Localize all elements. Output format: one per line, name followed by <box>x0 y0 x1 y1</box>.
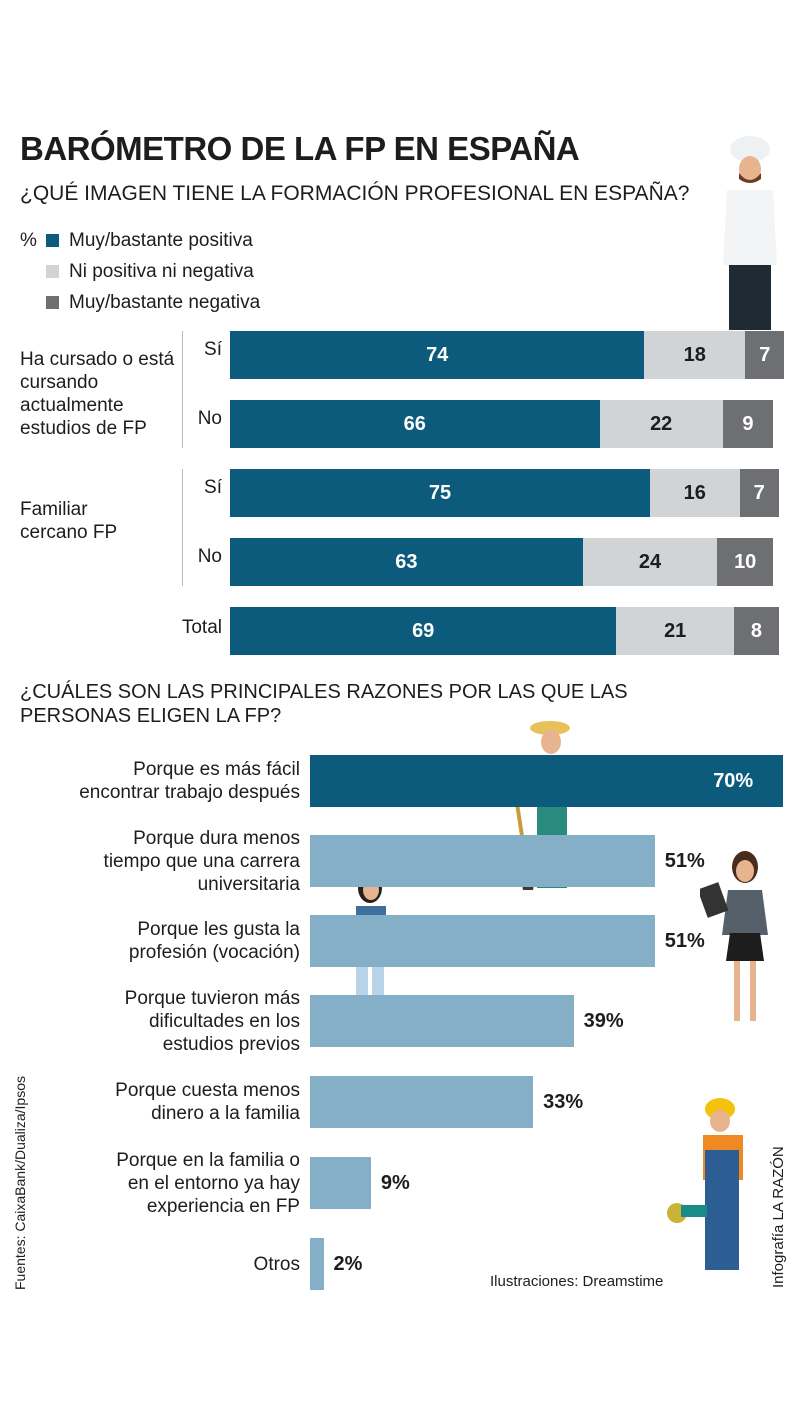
legend-swatch <box>46 265 59 279</box>
legend-swatch <box>46 234 59 248</box>
chart1-title: ¿QUÉ IMAGEN TIENE LA FORMACIÓN PROFESION… <box>20 182 690 205</box>
row-label: Sí <box>204 339 222 360</box>
category-label: Otros <box>253 1253 300 1275</box>
sources-credit: Fuentes: CaixaBank/Dualiza/Ipsos <box>12 1076 28 1290</box>
bar-segment: 18 <box>644 331 746 379</box>
worker-illustration <box>667 1098 743 1270</box>
bar-segment: 24 <box>582 538 718 586</box>
category-label: Porque cuesta menos dinero a la familia <box>115 1080 300 1124</box>
illustrations-credit: Ilustraciones: Dreamstime <box>490 1273 664 1290</box>
group-divider <box>182 469 183 586</box>
value-label: 9% <box>380 1172 410 1194</box>
group-divider <box>182 331 183 448</box>
chef-illustration <box>723 136 777 330</box>
bar-segment: 7 <box>739 469 779 517</box>
legend-item-positive: Muy/bastante positiva <box>46 230 253 252</box>
student-illustration <box>356 873 386 1046</box>
legend-swatch <box>46 296 59 310</box>
value-label: 70% <box>713 770 754 792</box>
bar <box>310 915 655 967</box>
value-label: 2% <box>333 1253 363 1275</box>
value-label: 33% <box>543 1091 584 1113</box>
bar-segment: 66 <box>230 400 600 448</box>
bar-segment: 21 <box>616 607 734 655</box>
value-label: 39% <box>583 1010 624 1032</box>
legend-label: Muy/bastante negativa <box>69 292 261 313</box>
businesswoman-illustration <box>700 851 768 1021</box>
bar <box>310 755 784 807</box>
bar-segment: 75 <box>230 469 650 517</box>
value-label: 51% <box>664 850 705 872</box>
bar-segment: 8 <box>734 607 779 655</box>
bar-segment: 74 <box>230 331 645 379</box>
unit-label: % <box>20 230 37 251</box>
value-label: 51% <box>664 930 705 952</box>
bar <box>310 995 574 1047</box>
category-label: Porque es más fácil encontrar trabajo des… <box>79 759 300 803</box>
legend-label: Muy/bastante positiva <box>69 230 253 251</box>
category-label: Porque dura menos tiempo que una carrera u… <box>103 827 300 895</box>
legend-label: Ni positiva ni negativa <box>69 261 254 282</box>
category-label: Porque en la familia o en el entorno ya h… <box>116 1149 300 1217</box>
row-label: No <box>197 546 222 567</box>
page-title: BARÓMETRO DE LA FP EN ESPAÑA <box>20 130 580 167</box>
legend-item-neutral: Ni positiva ni negativa <box>46 261 254 283</box>
chart2-title: ¿CUÁLES SON LAS PRINCIPALES RAZONES POR … <box>20 681 628 727</box>
bar-segment: 69 <box>230 607 617 655</box>
bar-segment: 63 <box>230 538 583 586</box>
bar-segment: 22 <box>599 400 723 448</box>
bar-segment: 9 <box>722 400 774 448</box>
category-label: Porque les gusta la profesión (vocación) <box>128 919 300 963</box>
bar-segment: 16 <box>650 469 740 517</box>
bar-segment: 7 <box>745 331 785 379</box>
row-label: Sí <box>204 477 222 498</box>
category-label: Porque tuvieron más dificultades en los es… <box>124 987 300 1055</box>
infographic-credit: Infografía LA RAZÓN <box>770 1146 787 1288</box>
row-label: Total <box>181 617 222 638</box>
group-label-familiar: Familiar cercano FP <box>20 499 118 543</box>
bar <box>310 835 655 887</box>
bar-segment: 10 <box>717 538 774 586</box>
bar <box>310 1238 324 1290</box>
row-label: No <box>197 408 222 429</box>
legend-item-negative: Muy/bastante negativa <box>46 292 260 314</box>
group-label-fp: Ha cursado o está cursando actualmente e… <box>20 349 175 439</box>
bar <box>310 1076 534 1128</box>
bar <box>310 1157 371 1209</box>
